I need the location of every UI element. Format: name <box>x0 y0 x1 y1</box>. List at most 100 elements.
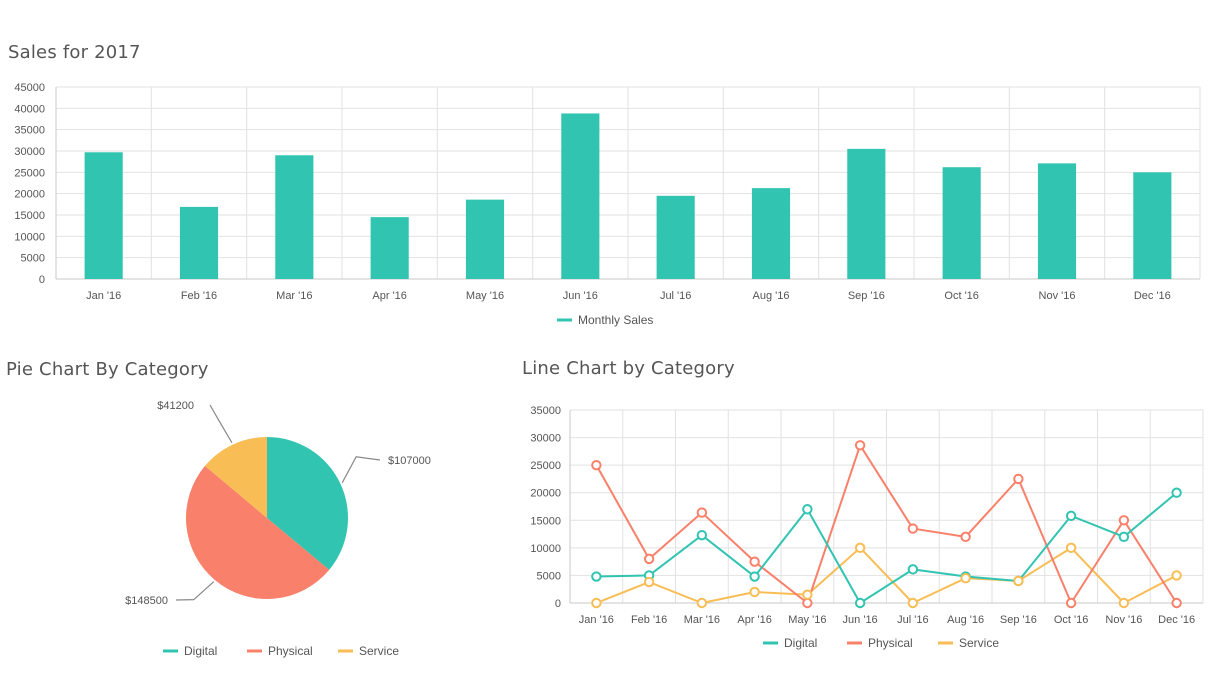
point-physical <box>643 553 655 565</box>
point-digital <box>1171 487 1182 498</box>
point-service <box>854 542 866 554</box>
point-service <box>1118 597 1130 609</box>
bar-x-tick: Apr '16 <box>372 290 407 302</box>
bar-y-tick: 25000 <box>14 167 45 179</box>
bar <box>1037 163 1077 279</box>
bar-x-tick: Feb '16 <box>181 290 217 302</box>
point-physical <box>1118 515 1130 526</box>
pie-slice-service <box>204 437 267 518</box>
bar-chart-title: Sales for 2017 <box>8 42 141 63</box>
line-x-tick: Nov '16 <box>1105 614 1142 626</box>
bar <box>656 195 695 279</box>
point-service <box>591 597 602 609</box>
line-y-tick: 20000 <box>530 488 561 500</box>
point-digital <box>591 571 602 582</box>
point-service <box>696 597 708 609</box>
bar <box>84 152 123 279</box>
legend-label-service: Service <box>959 636 999 650</box>
bar <box>561 113 600 279</box>
pie-chart-title: Pie Chart By Category <box>6 359 209 380</box>
legend-label-digital: Digital <box>784 636 817 650</box>
series-line-digital <box>596 491 1178 604</box>
bar-y-tick: 20000 <box>14 189 45 201</box>
line-y-tick: 25000 <box>530 460 561 472</box>
pie-leader-line <box>341 456 381 484</box>
bar-y-tick: 40000 <box>14 103 45 115</box>
bar <box>751 188 791 279</box>
point-digital <box>907 564 919 575</box>
bar-x-tick: May '16 <box>466 290 504 302</box>
line-y-tick: 10000 <box>530 543 561 555</box>
bar-y-tick: 30000 <box>14 146 45 158</box>
bar-y-tick: 10000 <box>14 231 45 243</box>
pie-chart: $107000 $148500 $41200 Digital Physical Servi… <box>125 400 431 658</box>
bar-x-tick: Oct '16 <box>944 290 979 302</box>
bar-x-tick: Aug '16 <box>753 290 790 302</box>
line-y-tick: 30000 <box>530 433 561 445</box>
bar-x-tick: Jul '16 <box>660 290 691 302</box>
line-y-tick: 15000 <box>530 515 561 527</box>
point-physical <box>854 440 866 451</box>
pie-leader-line <box>175 581 215 601</box>
point-physical <box>1171 597 1182 609</box>
line-x-tick: May '16 <box>788 614 826 626</box>
line-x-tick: Feb '16 <box>631 614 667 626</box>
point-physical <box>591 459 602 471</box>
bar <box>465 199 505 279</box>
line-x-tick: Mar '16 <box>684 614 720 626</box>
point-physical <box>1013 473 1024 485</box>
bar-x-tick: Sep '16 <box>848 290 885 302</box>
bar-y-tick: 45000 <box>14 82 45 94</box>
line-x-tick: Oct '16 <box>1054 614 1089 626</box>
point-service <box>1013 575 1024 587</box>
point-digital <box>696 529 708 541</box>
bar-x-tick: Jan '16 <box>86 290 121 302</box>
pie-slice-label: $107000 <box>388 455 431 467</box>
pie-slice-label: $41200 <box>157 400 194 412</box>
legend-label-service: Service <box>359 644 399 658</box>
bar <box>275 155 314 279</box>
point-digital <box>854 597 866 609</box>
legend-label-physical: Physical <box>868 636 913 650</box>
point-digital <box>1065 510 1077 522</box>
bar-x-tick: Jun '16 <box>563 290 598 302</box>
point-digital <box>749 571 760 582</box>
series-line-physical <box>595 444 1178 604</box>
line-y-tick: 0 <box>555 598 561 610</box>
bar-y-tick: 15000 <box>14 210 45 222</box>
line-x-tick: Jan '16 <box>579 614 614 626</box>
legend-label-physical: Physical <box>268 644 313 658</box>
line-x-tick: Jun '16 <box>843 614 878 626</box>
line-x-tick: Sep '16 <box>1000 614 1037 626</box>
pie-slice-physical <box>185 465 330 600</box>
point-physical <box>1065 597 1077 609</box>
point-digital <box>1118 531 1130 543</box>
bar-y-tick: 0 <box>39 274 45 286</box>
pie-slice-label: $148500 <box>125 595 168 607</box>
point-service <box>749 586 760 598</box>
series-line-service <box>596 546 1178 604</box>
bar-y-tick: 5000 <box>21 253 45 265</box>
line-x-tick: Apr '16 <box>737 614 772 626</box>
legend-label-monthly-sales: Monthly Sales <box>578 313 653 327</box>
bar <box>1133 172 1172 279</box>
point-service <box>643 576 655 588</box>
bar-x-tick: Mar '16 <box>276 290 312 302</box>
bar-x-tick: Dec '16 <box>1134 290 1171 302</box>
legend-label-digital: Digital <box>184 644 217 658</box>
point-digital <box>802 504 813 515</box>
bar <box>370 217 409 279</box>
point-physical <box>960 531 971 543</box>
line-y-tick: 35000 <box>530 405 561 417</box>
bar-x-tick: Nov '16 <box>1039 290 1076 302</box>
point-service <box>1065 542 1077 554</box>
point-physical <box>749 556 760 567</box>
point-service <box>1171 570 1182 581</box>
point-service <box>907 597 919 609</box>
point-physical <box>696 507 708 518</box>
pie-leader-line <box>209 404 233 444</box>
line-x-tick: Dec '16 <box>1158 614 1195 626</box>
line-x-tick: Jul '16 <box>897 614 928 626</box>
bar <box>179 206 219 279</box>
